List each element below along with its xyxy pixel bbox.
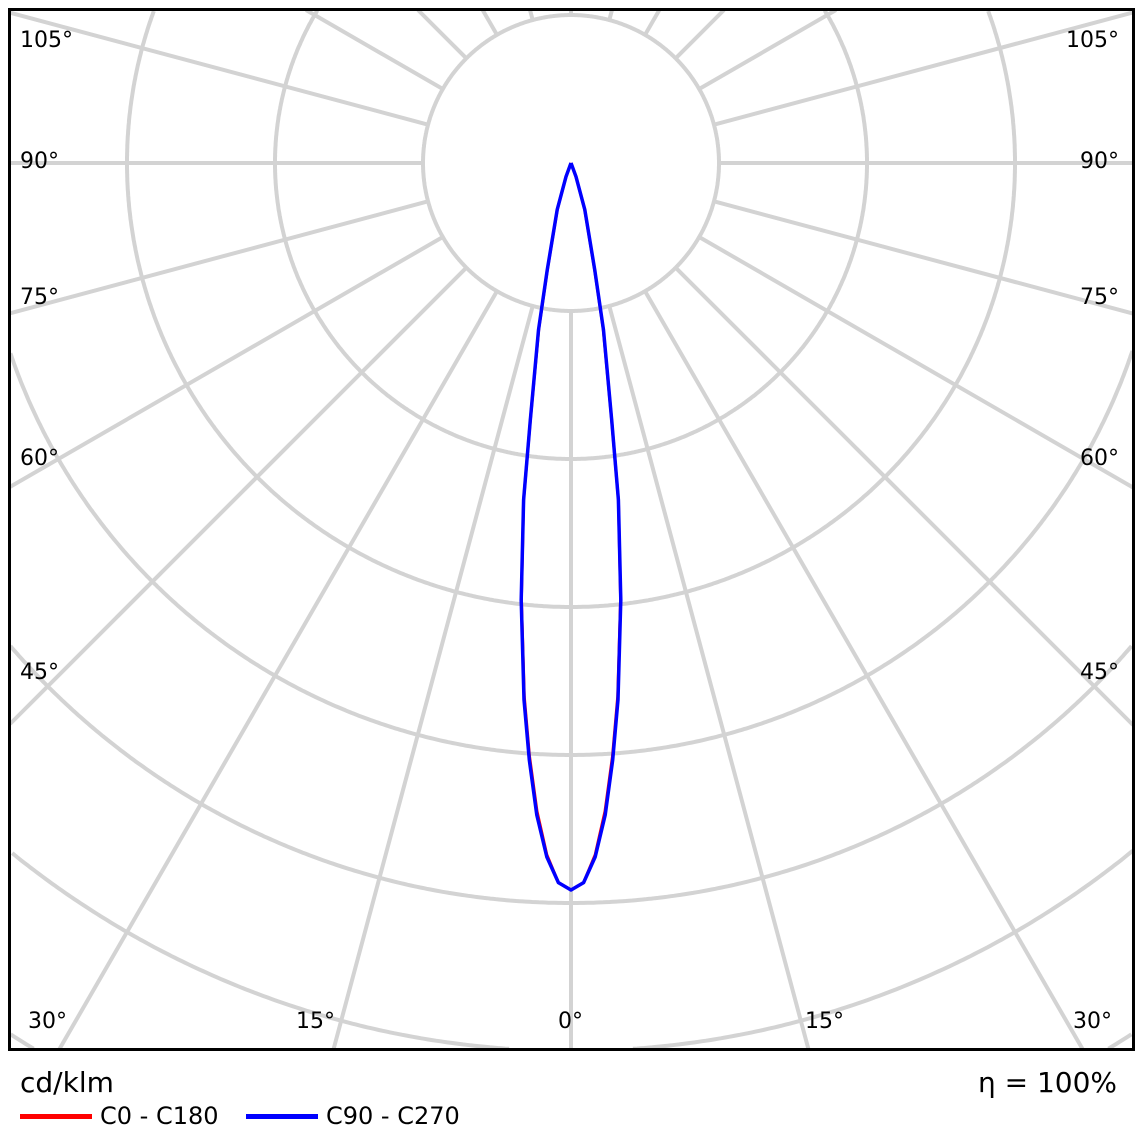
grid-spoke [607,305,811,1050]
grid-spoke [9,199,429,316]
angle-label: 105° [20,28,73,53]
grid-spoke [698,8,838,91]
legend-swatch-blue [246,1113,318,1119]
grid-spoke [607,9,614,21]
angle-label: 45° [20,660,59,685]
grid-ring [273,9,869,461]
angle-label: 60° [20,446,59,471]
angle-label: 60° [1080,446,1119,471]
angle-label: 75° [20,285,59,310]
angle-label: 90° [1080,149,1119,174]
legend-item-c90: C90 - C270 [246,1103,460,1129]
grid-spoke [528,9,535,21]
angle-label: 30° [1073,1009,1112,1034]
angle-label: 0° [558,1009,583,1034]
grid-spoke [57,290,499,1050]
grid-spoke [674,8,726,60]
grid-ring [8,350,1135,757]
grid-spoke [480,8,499,36]
grid-spoke [8,266,468,726]
grid-spoke [416,8,468,60]
angle-label: 15° [296,1009,335,1034]
unit-label: cd/klm [20,1066,114,1099]
legend-swatch-red [20,1113,92,1119]
legend-label: C90 - C270 [326,1102,460,1130]
grid-spoke [698,235,1135,490]
series-curve-1 [519,162,623,892]
grid-spoke [713,199,1134,316]
efficiency-label: η = 100% [977,1066,1117,1099]
grid-spoke [9,235,444,489]
angle-label: 105° [1066,28,1119,53]
angle-label: 90° [20,149,59,174]
grid-spoke [643,290,1085,1051]
grid-ring [10,849,1135,1051]
angle-label: 15° [805,1009,844,1034]
grid-spoke [674,266,1135,727]
grid-ring [8,644,1134,905]
grid-spoke [713,10,1134,127]
grid-spoke [643,8,662,36]
angle-label: 45° [1080,660,1119,685]
grid-ring [125,10,1017,609]
grid-spoke [9,10,429,127]
grid-ring [9,1032,1133,1051]
grid-spoke [331,305,535,1050]
angle-label: 30° [28,1009,67,1034]
legend-label: C0 - C180 [100,1102,219,1130]
grid-spoke [304,8,444,91]
angle-label: 75° [1080,285,1119,310]
plot-frame [8,8,1135,1051]
legend-item-c0: C0 - C180 [20,1103,219,1129]
